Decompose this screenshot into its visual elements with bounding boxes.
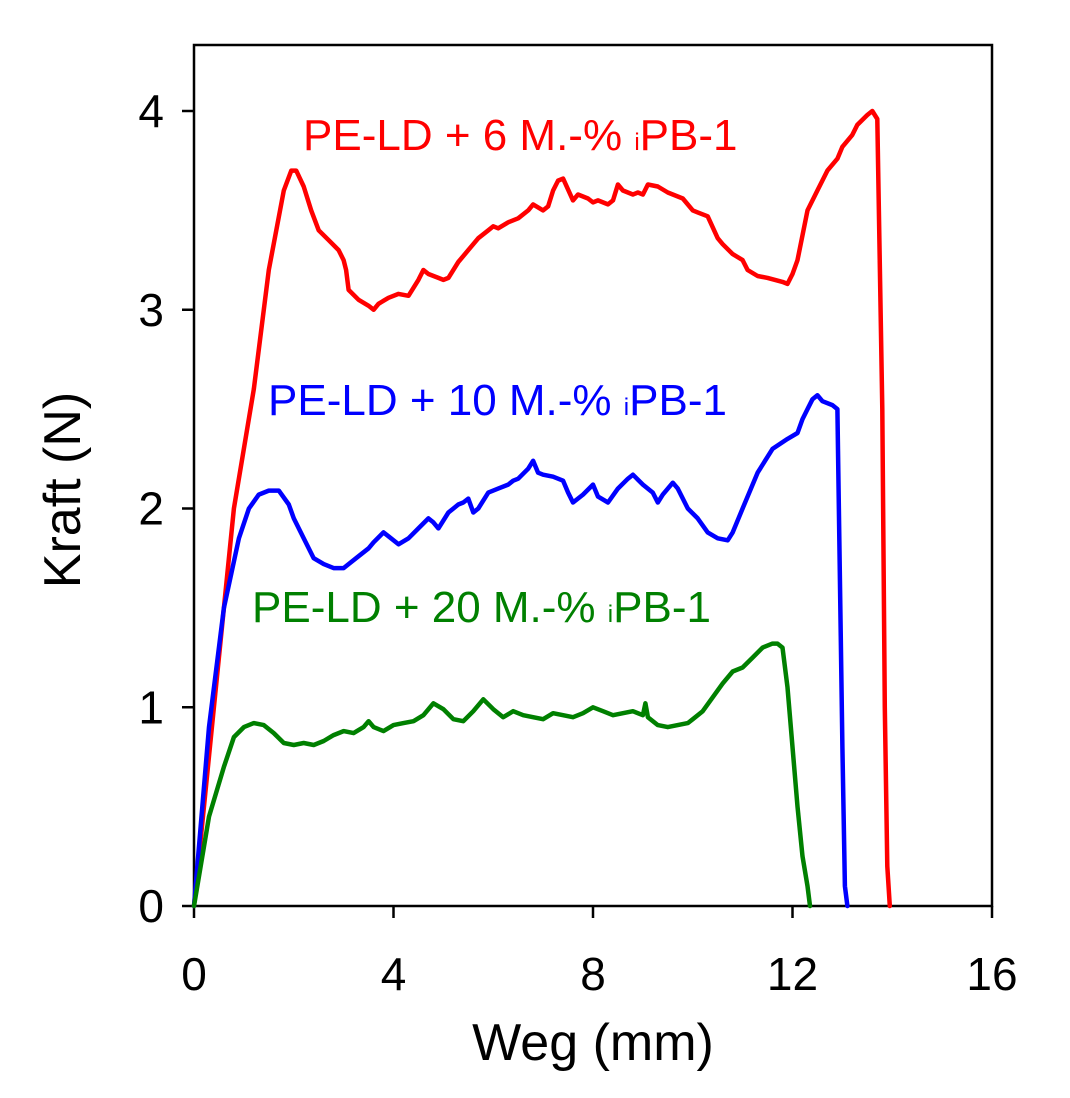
x-tick-label-4: 4: [381, 948, 407, 1000]
series-label-suffix: PB-1: [640, 111, 738, 160]
series-label-3: PE-LD + 20 M.-% iPB-1: [252, 583, 711, 632]
plot-frame: [192, 43, 994, 908]
y-tick-label-0: 0: [138, 880, 164, 932]
y-tick-label-3: 3: [138, 284, 164, 336]
series-label-subscript: i: [608, 601, 613, 628]
series-label-subscript: i: [624, 394, 629, 421]
series-line-1: [191, 108, 893, 909]
series-label-prefix: PE-LD + 6 M.-%: [303, 111, 634, 160]
y-tick-label-4: 4: [138, 85, 164, 137]
series-line-2: [191, 392, 850, 909]
series-labels: PE-LD + 6 M.-% iPB-1PE-LD + 10 M.-% iPB-…: [252, 111, 737, 632]
series-label-prefix: PE-LD + 20 M.-%: [252, 583, 608, 632]
series-label-prefix: PE-LD + 10 M.-%: [268, 376, 624, 425]
y-axis: 0 1 2 3 4: [138, 85, 194, 932]
y-tick-label-2: 2: [138, 483, 164, 535]
series-line-3: [191, 641, 813, 909]
x-tick-label-0: 0: [181, 948, 207, 1000]
series-label-2: PE-LD + 10 M.-% iPB-1: [268, 376, 727, 425]
x-tick-label-8: 8: [580, 948, 606, 1000]
series-lines: [191, 108, 893, 909]
y-tick-label-1: 1: [138, 681, 164, 733]
x-axis: 0 4 8 12 16: [181, 906, 1018, 1000]
x-tick-label-12: 12: [767, 948, 818, 1000]
series-label-1: PE-LD + 6 M.-% iPB-1: [303, 111, 737, 160]
series-label-suffix: PB-1: [613, 583, 711, 632]
x-tick-label-16: 16: [966, 948, 1017, 1000]
series-label-suffix: PB-1: [629, 376, 727, 425]
x-axis-title: Weg (mm): [472, 1014, 714, 1072]
y-axis-title: Kraft (N): [34, 392, 92, 588]
series-label-subscript: i: [634, 129, 639, 156]
